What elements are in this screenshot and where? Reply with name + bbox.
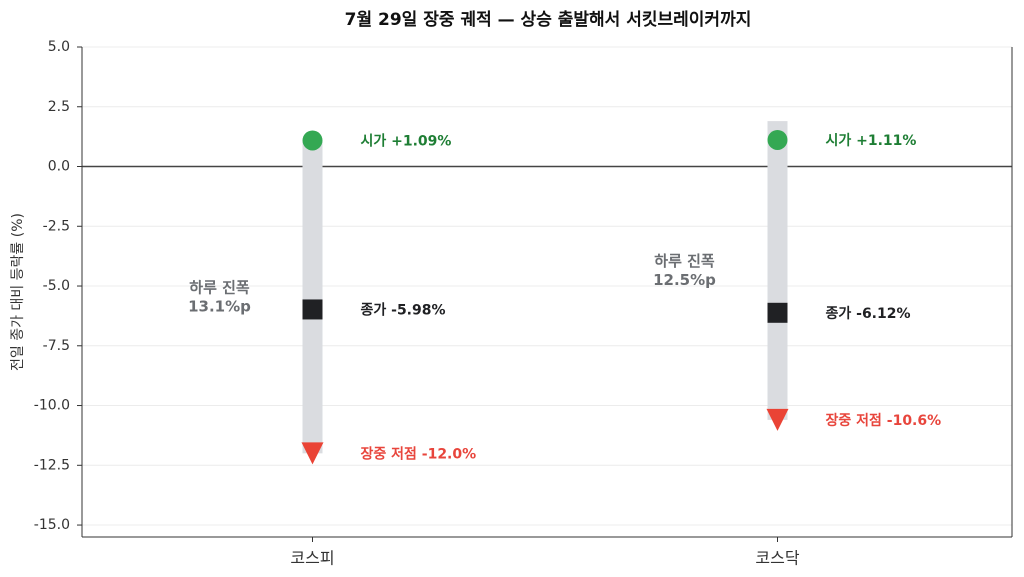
open-marker <box>767 129 788 150</box>
y-tick-label: 5.0 <box>48 39 70 55</box>
value-label: 장중 저점 -12.0% <box>361 445 477 462</box>
range-bar <box>302 140 323 454</box>
low-marker <box>766 408 789 431</box>
y-tick-label: 2.5 <box>48 99 70 115</box>
value-label: 장중 저점 -10.6% <box>826 412 942 429</box>
range-label: 13.1%p <box>188 297 251 315</box>
range-label: 12.5%p <box>653 271 716 289</box>
y-tick-label: -2.5 <box>43 218 70 234</box>
value-label: 시가 +1.09% <box>361 133 452 149</box>
range-label: 하루 진폭 <box>654 252 715 270</box>
chart-title: 7월 29일 장중 궤적 — 상승 출발해서 서킷브레이커까지 <box>345 10 752 30</box>
value-label: 종가 -6.12% <box>826 306 911 322</box>
y-tick-label: -10.0 <box>34 398 70 414</box>
y-tick-label: -12.5 <box>34 457 70 473</box>
range-bar <box>767 121 788 420</box>
y-tick-label: 0.0 <box>48 159 70 175</box>
y-tick-label: -15.0 <box>34 517 70 533</box>
y-tick-label: -7.5 <box>43 338 70 354</box>
open-marker <box>302 130 323 151</box>
close-marker <box>767 302 788 323</box>
value-label: 종가 -5.98% <box>361 302 446 318</box>
close-marker <box>302 299 323 320</box>
x-tick-label: 코스닥 <box>755 549 799 568</box>
x-tick-label: 코스피 <box>290 549 334 568</box>
value-label: 시가 +1.11% <box>826 133 917 149</box>
low-marker <box>301 442 324 465</box>
range-label: 하루 진폭 <box>189 278 250 296</box>
y-tick-label: -5.0 <box>43 278 70 294</box>
y-axis-label: 전일 종가 대비 등락률 (%) <box>10 213 26 371</box>
